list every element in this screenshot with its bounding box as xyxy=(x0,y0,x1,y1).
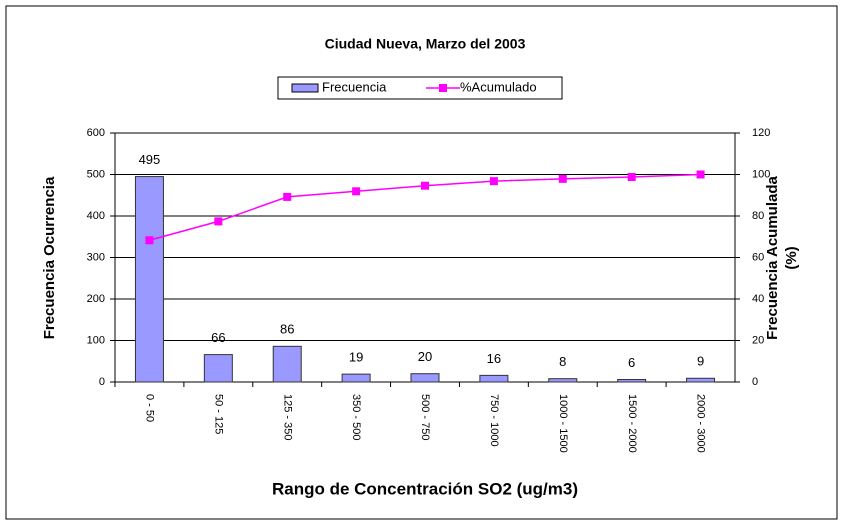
bar xyxy=(134,176,164,383)
legend-label: Frecuencia xyxy=(322,79,387,94)
x-axis-title: Rango de Concentración SO2 (ug/m3) xyxy=(272,479,578,498)
bar xyxy=(617,379,647,383)
legend-swatch xyxy=(439,84,447,92)
y-tick-label: 0 xyxy=(99,376,105,388)
x-tick-label: 350 - 500 xyxy=(350,394,362,440)
y-tick-label: 200 xyxy=(87,293,105,305)
y-tick-label: 300 xyxy=(87,251,105,263)
y2-tick-label: 40 xyxy=(752,293,764,305)
x-tick-label: 50 - 125 xyxy=(212,394,224,434)
data-label: 86 xyxy=(280,322,294,337)
bar xyxy=(548,378,578,383)
x-tick-label: 0 - 50 xyxy=(144,394,156,422)
y2-tick-label: 80 xyxy=(752,210,764,222)
y-tick-label: 100 xyxy=(87,334,105,346)
bar xyxy=(686,377,716,383)
x-tick-label: 1000 - 1500 xyxy=(557,394,569,453)
x-tick-label: 2000 - 3000 xyxy=(695,394,707,453)
chart-title: Ciudad Nueva, Marzo del 2003 xyxy=(325,36,526,52)
x-tick-label: 1500 - 2000 xyxy=(626,394,638,453)
marker xyxy=(489,177,498,186)
bar xyxy=(410,373,440,383)
legend-box xyxy=(277,76,563,100)
bar xyxy=(479,374,509,383)
y-tick-label: 500 xyxy=(87,168,105,180)
y2-tick-label: 20 xyxy=(752,334,764,346)
y2-tick-label: 120 xyxy=(752,127,770,139)
marker xyxy=(696,170,705,179)
data-label: 6 xyxy=(628,355,635,370)
y2-tick-label: 60 xyxy=(752,251,764,263)
marker xyxy=(352,187,361,196)
data-label: 8 xyxy=(559,354,566,369)
bar xyxy=(341,373,371,383)
data-label: 66 xyxy=(211,330,225,345)
marker xyxy=(283,192,292,201)
data-label: 19 xyxy=(349,350,363,365)
y-axis-title: Frecuencia Ocurrencia xyxy=(41,176,58,339)
marker xyxy=(558,174,567,183)
x-tick-label: 500 - 750 xyxy=(419,394,431,440)
marker xyxy=(214,217,223,226)
data-label: 9 xyxy=(697,354,704,369)
x-tick-label: 125 - 350 xyxy=(281,394,293,440)
marker xyxy=(145,236,154,245)
x-tick-label: 750 - 1000 xyxy=(488,394,500,447)
legend-swatch xyxy=(291,83,319,93)
y-tick-label: 400 xyxy=(87,210,105,222)
y2-tick-label: 0 xyxy=(752,376,758,388)
legend-label: %Acumulado xyxy=(460,79,537,94)
data-label: 16 xyxy=(487,351,501,366)
bar xyxy=(272,345,302,383)
data-label: 495 xyxy=(139,152,161,167)
marker xyxy=(421,181,429,190)
data-label: 20 xyxy=(418,349,432,364)
marker xyxy=(627,172,636,181)
y2-axis-title: (%) xyxy=(783,246,800,269)
y-tick-label: 600 xyxy=(87,127,105,139)
y2-axis-title: Frecuencia Acumulada xyxy=(764,176,781,340)
bar xyxy=(203,354,233,383)
y2-tick-label: 100 xyxy=(752,168,770,180)
